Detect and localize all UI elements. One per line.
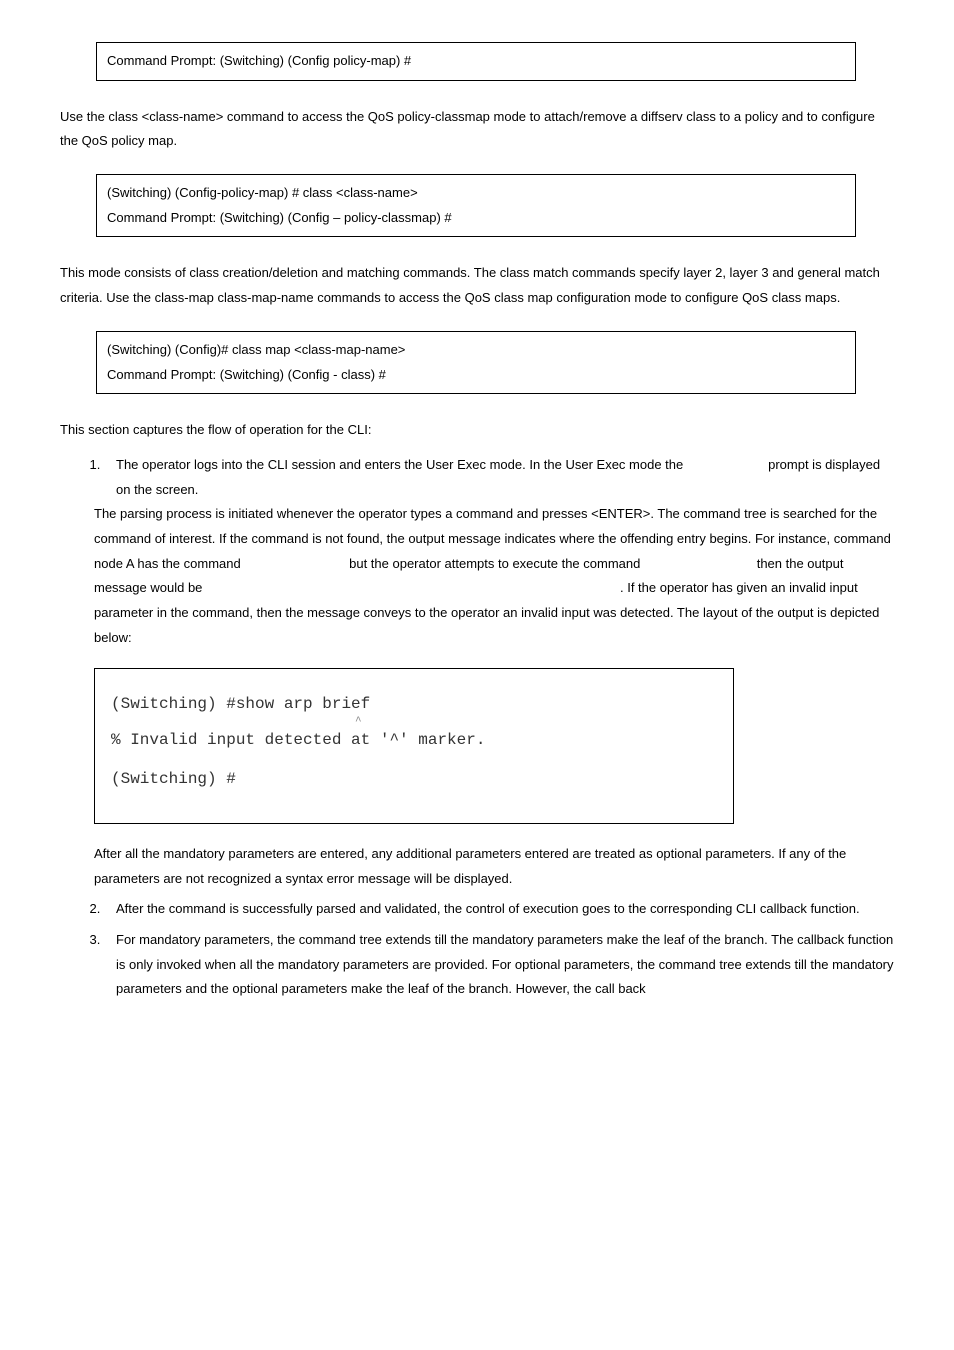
paragraph-class-map-mode: This mode consists of class creation/del… <box>60 261 894 310</box>
flow-1-bold1: (Switching)> <box>687 457 765 472</box>
code-line: Command Prompt: (Switching) (Config poli… <box>107 49 845 74</box>
code-line: Command Prompt: (Switching) (Config - cl… <box>107 363 845 388</box>
flow-item-3: For mandatory parameters, the command tr… <box>104 928 894 1002</box>
terminal-line-1: (Switching) #show arp brief <box>111 691 717 718</box>
code-line: (Switching) (Config-policy-map) # class … <box>107 181 845 206</box>
flow-list: The operator logs into the CLI session a… <box>60 453 894 1002</box>
code-box-class-classname: (Switching) (Config-policy-map) # class … <box>96 174 856 237</box>
flow-intro: This section captures the flow of operat… <box>60 418 894 443</box>
code-line: (Switching) (Config)# class map <class-m… <box>107 338 845 363</box>
terminal-caret-line: ^ <box>111 719 717 727</box>
code-box-config-policy-map: Command Prompt: (Switching) (Config poli… <box>96 42 856 81</box>
terminal-line-3: (Switching) # <box>111 766 717 793</box>
flow-1-cont2: but the operator attempts to execute the… <box>346 556 644 571</box>
terminal-output-box: (Switching) #show arp brief ^ % Invalid … <box>94 668 734 824</box>
flow-item-2: After the command is successfully parsed… <box>104 897 894 922</box>
caret-marker: ^ <box>355 713 362 732</box>
paragraph-use-class: Use the class <class-name> command to ac… <box>60 105 894 154</box>
flow-1-bold2: "show arp brief" <box>244 556 345 571</box>
flow-1-continuation: The parsing process is initiated wheneve… <box>94 502 894 650</box>
flow-1-part1: The operator logs into the CLI session a… <box>116 457 687 472</box>
terminal-spacer <box>111 754 717 766</box>
code-line: Command Prompt: (Switching) (Config – po… <box>107 206 845 231</box>
code-box-class-map: (Switching) (Config)# class map <class-m… <box>96 331 856 394</box>
flow-item-1: The operator logs into the CLI session a… <box>104 453 894 891</box>
flow-1-bold3: "show arpp brief" <box>644 556 753 571</box>
flow-1-after: After all the mandatory parameters are e… <box>94 842 894 891</box>
flow-1-bold4: (Switching)>show arpp brief^. %Invalid i… <box>206 580 620 595</box>
terminal-line-2: % Invalid input detected at '^' marker. <box>111 727 717 754</box>
